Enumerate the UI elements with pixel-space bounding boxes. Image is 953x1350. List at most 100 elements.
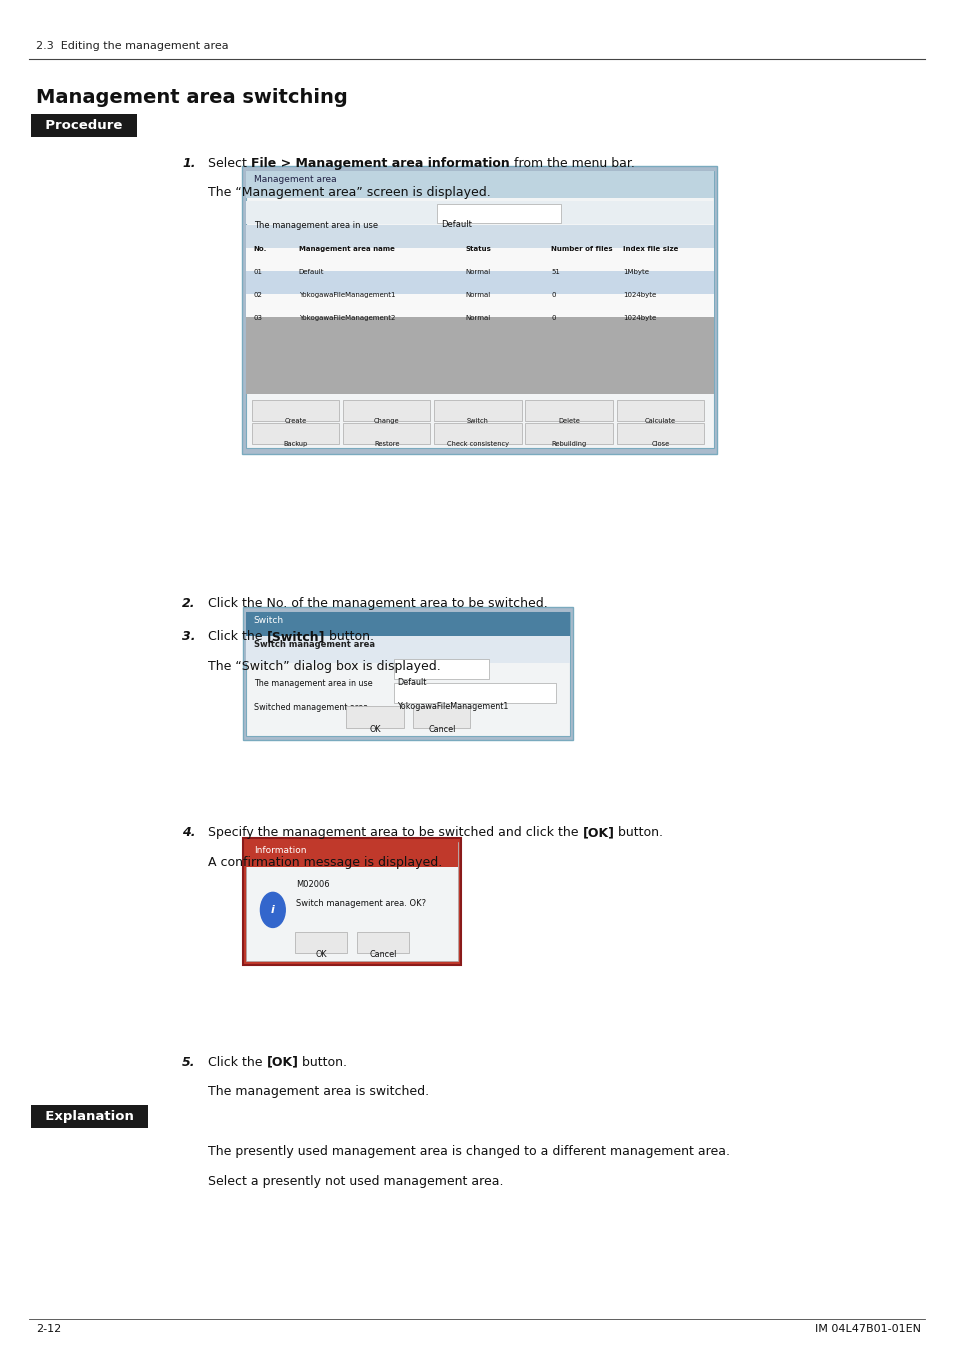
Text: OK: OK <box>314 950 327 960</box>
Text: Explanation: Explanation <box>36 1110 143 1123</box>
FancyBboxPatch shape <box>394 683 556 703</box>
Text: Select: Select <box>208 157 251 170</box>
Text: [OK]: [OK] <box>582 826 614 840</box>
FancyBboxPatch shape <box>246 317 713 394</box>
Text: Change: Change <box>374 418 399 424</box>
Text: [OK]: [OK] <box>266 1056 298 1069</box>
FancyBboxPatch shape <box>356 931 409 953</box>
FancyBboxPatch shape <box>246 248 713 271</box>
Text: 2.: 2. <box>182 597 195 610</box>
Text: 01: 01 <box>253 269 262 274</box>
FancyBboxPatch shape <box>246 294 713 317</box>
Text: Cancel: Cancel <box>428 725 455 734</box>
FancyBboxPatch shape <box>525 423 612 444</box>
Text: Normal: Normal <box>465 269 490 274</box>
Text: Create: Create <box>284 418 306 424</box>
FancyBboxPatch shape <box>243 608 573 740</box>
Text: 51: 51 <box>551 269 559 274</box>
FancyBboxPatch shape <box>346 706 403 728</box>
Text: OK: OK <box>369 725 380 734</box>
Text: A confirmation message is displayed.: A confirmation message is displayed. <box>208 856 442 869</box>
Text: Specify the management area to be switched and click the: Specify the management area to be switch… <box>208 826 582 840</box>
Text: 02: 02 <box>253 292 262 297</box>
Text: 0: 0 <box>551 292 556 297</box>
FancyBboxPatch shape <box>246 171 713 448</box>
FancyBboxPatch shape <box>252 423 339 444</box>
FancyBboxPatch shape <box>434 400 521 421</box>
Text: Cancel: Cancel <box>369 950 396 960</box>
Text: button.: button. <box>325 630 374 644</box>
FancyBboxPatch shape <box>246 612 570 636</box>
Text: Restore: Restore <box>374 441 399 447</box>
FancyBboxPatch shape <box>343 400 430 421</box>
FancyBboxPatch shape <box>616 423 703 444</box>
FancyBboxPatch shape <box>525 400 612 421</box>
FancyBboxPatch shape <box>246 171 713 198</box>
FancyBboxPatch shape <box>413 706 470 728</box>
Text: Switch: Switch <box>253 616 284 625</box>
Text: The presently used management area is changed to a different management area.: The presently used management area is ch… <box>208 1145 729 1158</box>
Text: 5.: 5. <box>182 1056 195 1069</box>
Text: File > Management area information: File > Management area information <box>251 157 509 170</box>
Text: Procedure: Procedure <box>36 119 132 132</box>
Text: Information: Information <box>253 846 306 856</box>
Text: YokogawaFileManagement1: YokogawaFileManagement1 <box>298 292 395 297</box>
Text: Click the No. of the management area to be switched.: Click the No. of the management area to … <box>208 597 547 610</box>
Text: No.: No. <box>253 246 267 251</box>
FancyBboxPatch shape <box>246 612 570 736</box>
FancyBboxPatch shape <box>294 931 347 953</box>
Text: YokogawaFileManagement1: YokogawaFileManagement1 <box>396 702 508 711</box>
Text: Status: Status <box>465 246 491 251</box>
Text: Default: Default <box>396 678 426 687</box>
FancyBboxPatch shape <box>246 636 570 663</box>
Text: 1Mbyte: 1Mbyte <box>622 269 648 274</box>
Text: Calculate: Calculate <box>644 418 676 424</box>
FancyBboxPatch shape <box>242 166 717 454</box>
Text: Select a presently not used management area.: Select a presently not used management a… <box>208 1174 503 1188</box>
Text: Check consistency: Check consistency <box>447 441 508 447</box>
Text: Switch management area. OK?: Switch management area. OK? <box>295 899 425 909</box>
Text: The management area in use: The management area in use <box>253 679 372 688</box>
Text: Management area: Management area <box>253 176 336 185</box>
Text: Normal: Normal <box>465 315 490 320</box>
Text: Rebuilding: Rebuilding <box>551 441 586 447</box>
Text: M02006: M02006 <box>295 880 329 890</box>
Text: Management area switching: Management area switching <box>36 88 348 107</box>
Text: Switch management area: Switch management area <box>253 640 375 649</box>
Text: Normal: Normal <box>465 292 490 297</box>
FancyBboxPatch shape <box>246 225 713 248</box>
FancyBboxPatch shape <box>243 838 460 965</box>
Text: [Switch]: [Switch] <box>266 630 325 644</box>
FancyBboxPatch shape <box>246 201 713 224</box>
FancyBboxPatch shape <box>246 842 457 961</box>
Text: Index file size: Index file size <box>622 246 678 251</box>
Text: 3.: 3. <box>182 630 195 644</box>
Text: IM 04L47B01-01EN: IM 04L47B01-01EN <box>814 1324 920 1334</box>
Text: Click the: Click the <box>208 1056 266 1069</box>
Text: The management area in use: The management area in use <box>253 221 377 231</box>
FancyBboxPatch shape <box>246 271 713 294</box>
Text: Backup: Backup <box>283 441 308 447</box>
Text: Click the: Click the <box>208 630 266 644</box>
Text: The “Switch” dialog box is displayed.: The “Switch” dialog box is displayed. <box>208 660 440 674</box>
Text: i: i <box>271 904 274 915</box>
Text: The management area is switched.: The management area is switched. <box>208 1085 429 1099</box>
Text: Delete: Delete <box>558 418 579 424</box>
Text: Switch: Switch <box>467 418 488 424</box>
FancyBboxPatch shape <box>394 659 489 679</box>
Text: Number of files: Number of files <box>551 246 613 251</box>
Text: 1024byte: 1024byte <box>622 292 656 297</box>
Text: Default: Default <box>440 220 471 230</box>
Circle shape <box>260 892 285 927</box>
FancyBboxPatch shape <box>343 423 430 444</box>
Text: 4.: 4. <box>182 826 195 840</box>
Text: Switched management area: Switched management area <box>253 703 368 713</box>
FancyBboxPatch shape <box>252 400 339 421</box>
FancyBboxPatch shape <box>246 842 457 867</box>
Text: The “Management area” screen is displayed.: The “Management area” screen is displaye… <box>208 186 490 200</box>
Text: from the menu bar.: from the menu bar. <box>509 157 634 170</box>
Text: 1024byte: 1024byte <box>622 315 656 320</box>
Text: 0: 0 <box>551 315 556 320</box>
Text: Default: Default <box>298 269 324 274</box>
Text: 03: 03 <box>253 315 262 320</box>
